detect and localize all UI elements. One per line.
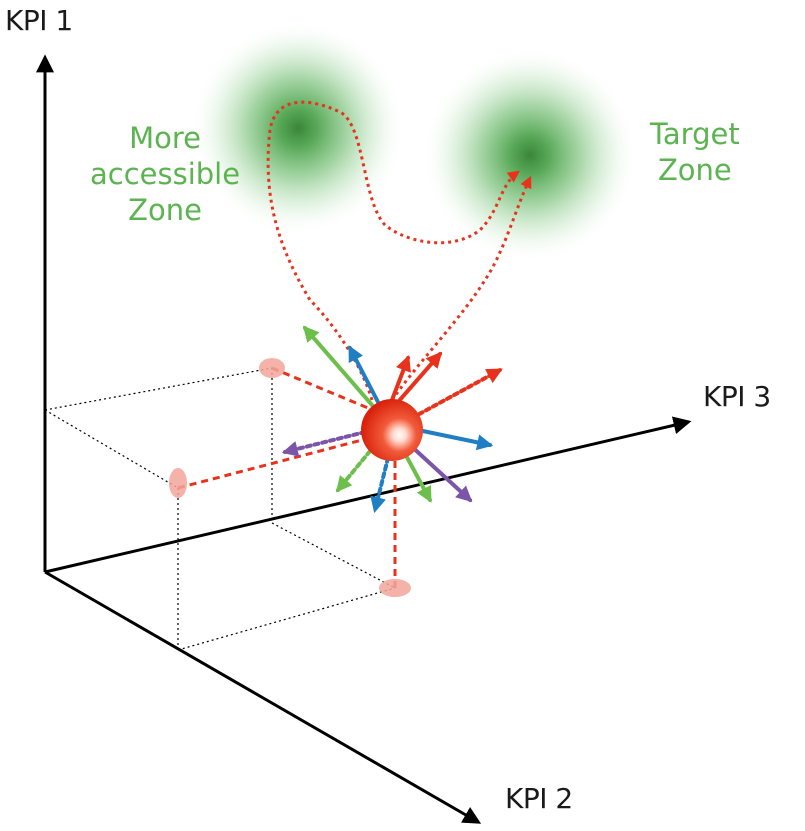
kpi1-kpi2-projection-marker xyxy=(169,468,187,498)
blue-arrow-up-left xyxy=(348,345,380,404)
projection-box xyxy=(44,367,396,651)
kpi2-kpi3-projection-marker xyxy=(379,579,411,597)
red-arrow-up xyxy=(390,355,411,402)
current-state-sphere xyxy=(361,399,423,461)
kpi3-axis xyxy=(44,416,692,574)
purple-arrow-down-right xyxy=(408,443,473,503)
path-to-accessible-zone xyxy=(266,100,520,401)
blue-arrow-right xyxy=(416,428,494,451)
accessible-zone-glow xyxy=(190,20,406,236)
kpi1-axis-label: KPI 1 xyxy=(5,4,73,37)
axes xyxy=(36,54,692,824)
kpi2-axis-label: KPI 2 xyxy=(505,782,573,815)
green-dotted-arrow-down-left xyxy=(335,443,377,493)
target-zone-line1: Target xyxy=(650,117,740,151)
direction-arrows xyxy=(281,325,503,514)
kpi1-kpi3-projection-marker xyxy=(259,358,285,378)
target-zone-label: Target Zone xyxy=(650,116,740,188)
accessible-zone-line1: More xyxy=(129,121,201,155)
accessible-zone-label: More accessible Zone xyxy=(90,120,240,228)
kpi3-axis-label: KPI 3 xyxy=(703,380,771,413)
target-zone-glow xyxy=(422,47,638,263)
accessible-zone-line3: Zone xyxy=(128,193,202,227)
path-to-target-zone xyxy=(390,175,532,401)
green-arrow-up-left xyxy=(302,325,374,407)
accessible-zone-line2: accessible xyxy=(90,157,241,191)
red-arrow-up-2 xyxy=(396,351,443,404)
target-zone-line2: Zone xyxy=(657,153,732,187)
red-dotted-arrow-right xyxy=(410,368,503,420)
red-projections xyxy=(177,366,397,588)
purple-dotted-arrow-left xyxy=(281,430,367,457)
kpi2-axis xyxy=(44,570,482,824)
